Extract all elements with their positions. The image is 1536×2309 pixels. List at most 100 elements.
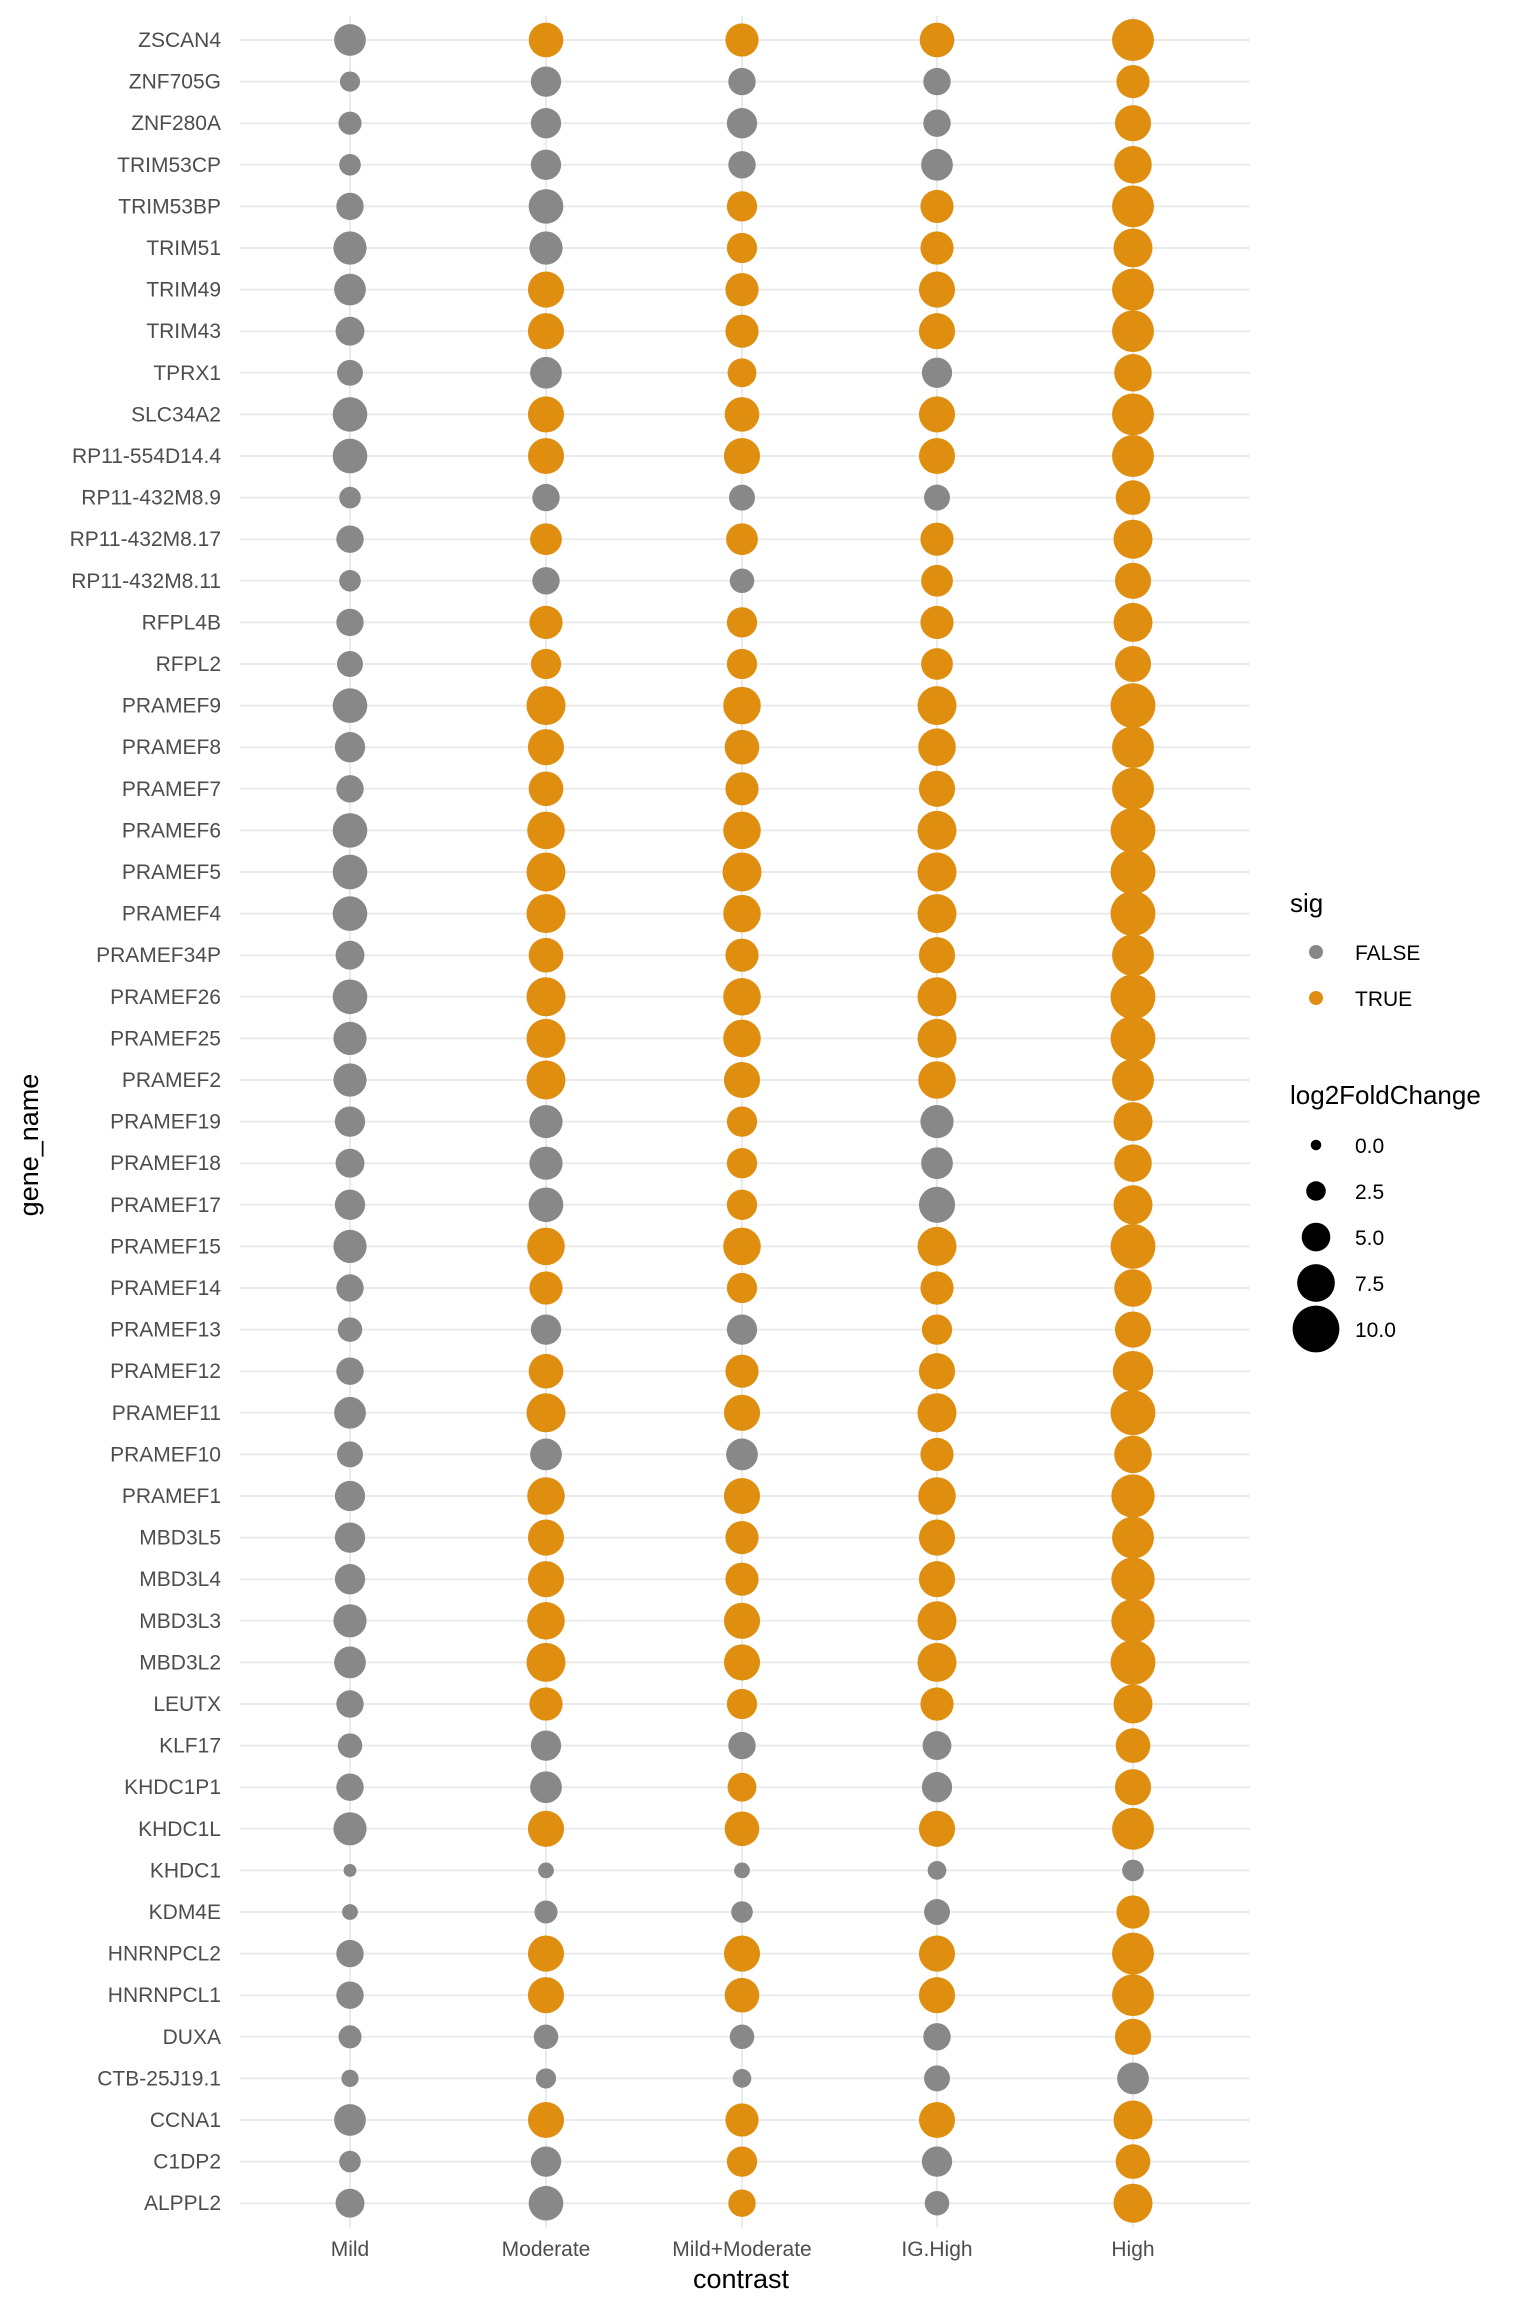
y-tick-label: PRAMEF18 [110,1152,221,1175]
data-point [1115,1728,1151,1763]
data-point [924,2190,950,2216]
data-point [1114,1311,1152,1348]
data-point [723,1394,761,1431]
legend-size-key [1292,1305,1340,1353]
data-point [527,437,565,475]
data-point [1115,2144,1151,2179]
data-point [918,1061,956,1099]
data-point [726,232,758,264]
data-point [1114,146,1152,184]
y-tick-label: RP11-432M8.9 [81,487,221,510]
data-point [917,1018,957,1058]
y-axis-title: gene_name [14,1074,44,1217]
legend-size-key [1306,1181,1326,1201]
data-point [725,273,759,307]
data-point [335,940,365,970]
data-point [528,189,564,224]
data-point [528,1187,564,1223]
data-point [530,2146,562,2177]
data-point [530,149,562,180]
data-point [1110,1016,1156,1061]
data-point [1112,393,1154,436]
data-point [917,894,957,934]
data-point [726,648,758,680]
data-point [917,1393,957,1433]
data-point [1114,2018,1152,2055]
data-point [918,937,956,974]
y-tick-label: RP11-432M8.11 [71,570,221,593]
y-tick-label: ZNF280A [131,112,221,135]
data-point [1110,1640,1156,1685]
data-point [729,568,755,594]
y-tick-label: KHDC1P1 [124,1776,221,1799]
data-point [920,1437,954,1471]
data-point [723,1935,761,1972]
data-point [528,937,564,973]
data-point [917,977,957,1017]
data-point [918,1186,956,1223]
data-point [336,1773,364,1801]
data-point [332,688,368,723]
data-points [332,19,1156,2223]
data-point [725,1354,759,1388]
y-tick-label: MBD3L4 [139,1568,221,1591]
legend-size-key [1310,1139,1322,1151]
data-point [724,1977,760,2013]
y-tick-label: PRAMEF25 [110,1027,221,1050]
y-tick-label: PRAMEF17 [110,1194,221,1217]
data-point [333,1229,367,1263]
y-tick-label: PRAMEF7 [122,778,221,801]
data-point [723,811,761,850]
data-point [723,1602,761,1639]
data-point [526,977,566,1017]
data-point [532,567,560,595]
y-tick-label: PRAMEF6 [122,819,221,842]
data-point [920,1105,954,1139]
data-point [332,979,368,1015]
data-point [336,525,364,553]
data-point [1112,310,1154,353]
data-point [529,1687,563,1721]
data-point [918,728,956,766]
y-tick-label: MBD3L3 [139,1610,221,1633]
data-point [334,1189,366,1220]
legend-color-label: TRUE [1355,988,1412,1011]
x-axis-title: contrast [693,2264,790,2294]
data-point [1112,19,1154,61]
legend-size-label: 7.5 [1355,1273,1384,1296]
data-point [334,2104,366,2136]
data-point [921,1772,953,1803]
data-point [534,1900,558,1924]
data-point [1112,1932,1154,1975]
data-point [728,151,756,179]
data-point [526,1393,566,1433]
data-point [338,111,362,135]
data-point [529,231,563,265]
y-tick-label: RP11-432M8.17 [70,528,221,551]
y-tick-label: RP11-554D14.4 [72,445,221,468]
legend-color-key [1309,991,1323,1005]
data-point [920,1687,954,1721]
data-point [725,772,759,806]
y-tick-label: TRIM43 [146,320,221,343]
data-point [924,484,950,511]
data-point [1111,1557,1155,1601]
y-tick-label: MBD3L5 [139,1527,221,1550]
data-point [729,2024,755,2050]
data-point [1113,1185,1153,1225]
x-tick-labels: Mild Moderate Mild+Moderate IG.High High [331,2238,1155,2261]
data-point [1114,354,1152,392]
data-point [726,523,758,556]
data-point [728,67,756,96]
data-point [918,1935,956,1972]
data-point [725,1562,759,1596]
data-point [1110,891,1156,936]
data-point [918,1977,956,2014]
data-point [526,1060,566,1100]
data-point [722,852,762,892]
legend-size-key [1301,1222,1331,1252]
data-point [921,648,953,680]
data-point [1122,1859,1144,1882]
data-point [1112,767,1154,810]
y-tick-label: KDM4E [149,1901,221,1924]
